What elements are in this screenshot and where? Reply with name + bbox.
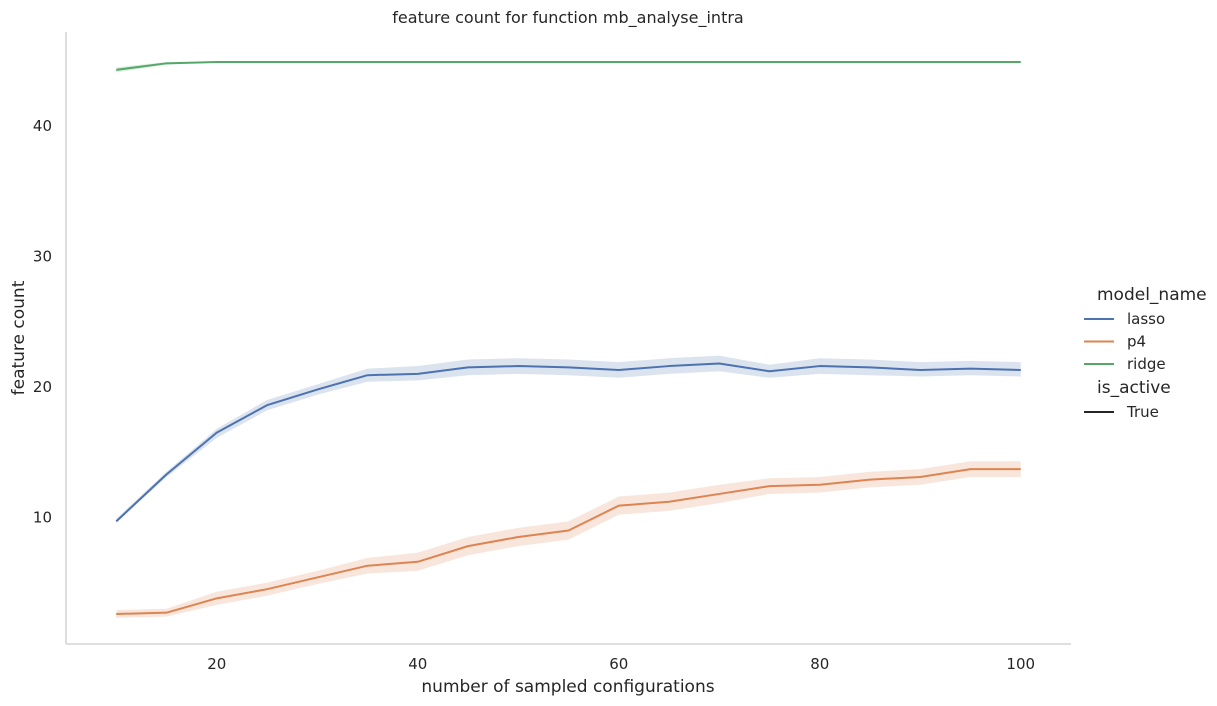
chart-title: feature count for function mb_analyse_in… [392, 8, 743, 28]
y-axis-label: feature count [9, 280, 29, 395]
y-tick-labels: 10 20 30 40 [33, 117, 52, 526]
series-line-ridge [116, 61, 1021, 71]
x-tick-labels: 20 40 60 80 100 [207, 655, 1035, 673]
legend-entries: lasso p4 ridge [1084, 310, 1166, 373]
legend-label-ridge: ridge [1127, 355, 1166, 373]
series-line-p4 [116, 468, 1021, 615]
confidence-band-ridge [116, 62, 1021, 73]
x-tick-label: 100 [1006, 655, 1035, 673]
legend-style-title: is_active [1097, 378, 1171, 398]
y-tick-label: 40 [33, 117, 52, 135]
y-tick-label: 30 [33, 247, 52, 265]
confidence-band-lasso [116, 355, 1021, 523]
y-tick-label: 20 [33, 378, 52, 396]
legend-style-label: True [1126, 403, 1159, 421]
y-tick-label: 10 [33, 508, 52, 526]
x-axis-label: number of sampled configurations [421, 677, 714, 697]
legend-label-lasso: lasso [1127, 310, 1165, 328]
series-lines [115, 61, 1021, 615]
x-tick-label: 40 [408, 655, 427, 673]
x-tick-label: 20 [207, 655, 226, 673]
confidence-bands [116, 62, 1021, 618]
legend: model_name lasso p4 ridge is_active True [1084, 285, 1207, 421]
series-line-lasso [115, 362, 1021, 523]
x-tick-label: 80 [810, 655, 829, 673]
confidence-band-p4 [116, 461, 1021, 618]
legend-style-entries: True [1084, 403, 1159, 421]
x-tick-label: 60 [609, 655, 628, 673]
legend-label-p4: p4 [1127, 333, 1146, 351]
legend-hue-title: model_name [1097, 285, 1207, 305]
